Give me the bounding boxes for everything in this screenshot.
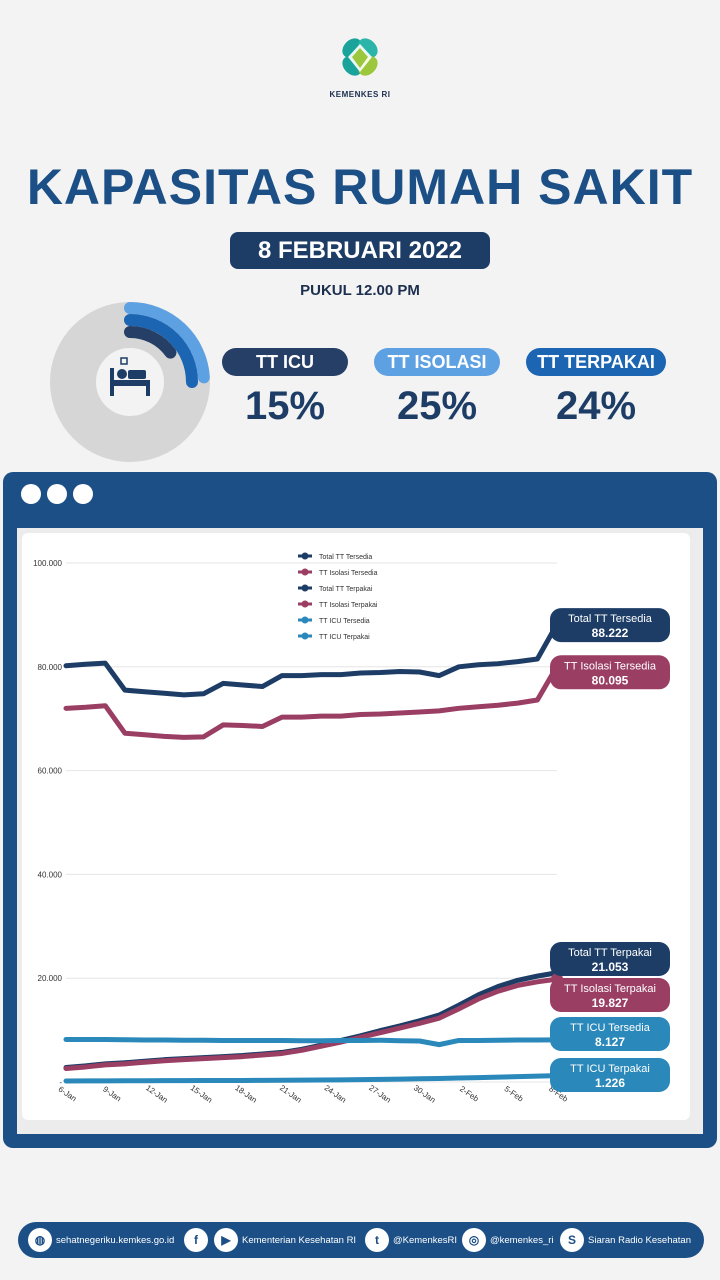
legend-label: Total TT Tersedia (319, 554, 372, 561)
footer-youtube-text: Kementerian Kesehatan RI (242, 1234, 357, 1246)
footer-instagram[interactable]: ◎ @kemenkes_ri (462, 1222, 554, 1258)
legend-marker (301, 552, 309, 560)
callout-box (550, 1058, 670, 1092)
donut-arc-icu (124, 326, 177, 359)
series-line (63, 976, 560, 1072)
series-line (63, 970, 560, 1070)
legend-marker (301, 616, 309, 624)
series-line (63, 663, 560, 740)
legend-label: TT ICU Tersedia (319, 618, 370, 625)
x-tick-label: 18-Jan (233, 1083, 258, 1104)
twitter-icon: t (365, 1228, 389, 1252)
x-tick-label: 27-Jan (367, 1083, 392, 1104)
donut-arc-isolasi (124, 314, 198, 388)
donut-arc-terpakai (124, 302, 210, 384)
footer-srk[interactable]: S Siaran Radio Kesehatan (560, 1222, 691, 1258)
chart-container: - 20.000 40.000 60.000 80.000 100.000 6-Jan 9-J… (22, 533, 690, 1120)
window-dot (47, 484, 67, 504)
callout-value: 88.222 (592, 626, 629, 640)
window-dot (21, 484, 41, 504)
footer-website-text: sehatnegeriku.kemkes.go.id (56, 1234, 175, 1246)
legend-label: TT Isolasi Tersedia (319, 570, 378, 577)
callout-box (550, 942, 670, 976)
callout-title: Total TT Tersedia (568, 613, 653, 625)
x-tick-label: 30-Jan (412, 1083, 437, 1104)
stat-isolasi: TT ISOLASI 25% (374, 348, 500, 429)
window-dot (73, 484, 93, 504)
callout-value: 19.827 (592, 996, 629, 1010)
series-line (63, 1073, 560, 1084)
x-tick-label: 24-Jan (323, 1083, 348, 1104)
legend-label: TT Isolasi Terpakai (319, 602, 378, 609)
x-tick-label: 12-Jan (144, 1083, 169, 1104)
callout-title: TT Isolasi Tersedia (564, 660, 657, 672)
callout-box (550, 655, 670, 690)
capacity-donut (50, 302, 210, 462)
legend-marker (301, 632, 309, 640)
srk-icon: S (560, 1228, 584, 1252)
kemenkes-logo-icon (342, 38, 378, 76)
callout-box (550, 978, 670, 1012)
stat-isolasi-value: 25% (396, 384, 478, 428)
time-label: PUKUL 12.00 PM (300, 282, 420, 299)
stat-isolasi-label: TT ISOLASI (374, 348, 500, 376)
callout-value: 8.127 (595, 1035, 625, 1049)
line-chart: - 20.000 40.000 60.000 80.000 100.000 6-Jan 9-J… (33, 552, 670, 1105)
legend-label: Total TT Terpakai (319, 586, 373, 593)
x-tick-label: 5-Feb (503, 1084, 526, 1104)
x-tick-label: 6-Jan (57, 1085, 79, 1104)
callout-box (550, 608, 670, 643)
y-tick-label: 20.000 (38, 974, 63, 983)
kemenkes-logo: KEMENKES RI (320, 28, 400, 99)
footer-instagram-text: @kemenkes_ri (490, 1234, 554, 1246)
y-tick-label: 40.000 (38, 870, 63, 879)
footer-facebook[interactable]: f (184, 1222, 212, 1258)
stat-terpakai: TT TERPAKAI 24% (526, 348, 666, 429)
instagram-icon: ◎ (462, 1228, 486, 1252)
legend-label: TT ICU Terpakai (319, 634, 370, 641)
date-badge: 8 FEBRUARI 2022 (230, 232, 490, 269)
stat-icu-label: TT ICU (222, 348, 348, 376)
callout-value: 21.053 (592, 960, 629, 974)
y-tick-label: 60.000 (38, 767, 63, 776)
x-tick-label: 2-Feb (458, 1084, 481, 1104)
hospital-bed-icon (110, 357, 150, 396)
y-tick-label: 100.000 (33, 559, 62, 568)
stat-terpakai-label: TT TERPAKAI (526, 348, 666, 376)
y-tick-label: 80.000 (38, 663, 63, 672)
series-line (63, 621, 560, 698)
x-tick-label: 21-Jan (278, 1083, 303, 1104)
x-tick-label: 15-Jan (189, 1083, 214, 1104)
youtube-icon: ▶ (214, 1228, 238, 1252)
x-tick-label: 9-Jan (101, 1085, 123, 1104)
facebook-icon: f (184, 1228, 208, 1252)
page-title: KAPASITAS RUMAH SAKIT (26, 159, 694, 215)
legend-marker (301, 600, 309, 608)
callout-title: TT Isolasi Terpakai (564, 983, 656, 995)
callout-title: TT ICU Terpakai (570, 1063, 650, 1075)
legend-marker (301, 584, 309, 592)
stat-icu-value: 15% (244, 384, 326, 428)
globe-icon: ◍ (28, 1228, 52, 1252)
footer-twitter[interactable]: t @KemenkesRI (365, 1222, 457, 1258)
stat-icu: TT ICU 15% (222, 348, 348, 429)
callout-value: 80.095 (592, 673, 629, 687)
callout-title: Total TT Terpakai (568, 947, 652, 959)
window-dots (21, 484, 99, 509)
footer-website[interactable]: ◍ sehatnegeriku.kemkes.go.id (28, 1222, 174, 1258)
footer-bar: ◍ sehatnegeriku.kemkes.go.id f ▶ Kemente… (18, 1222, 704, 1258)
series-line (63, 1036, 560, 1048)
footer-youtube[interactable]: ▶ Kementerian Kesehatan RI (214, 1222, 356, 1258)
callout-value: 1.226 (595, 1076, 625, 1090)
footer-srk-text: Siaran Radio Kesehatan (588, 1234, 691, 1246)
logo-text: KEMENKES RI (329, 90, 391, 99)
legend-marker (301, 568, 309, 576)
footer-twitter-text: @KemenkesRI (393, 1234, 458, 1246)
y-tick-label: - (59, 1078, 62, 1087)
callout-title: TT ICU Tersedia (570, 1022, 651, 1034)
callout-box (550, 1017, 670, 1051)
stat-terpakai-value: 24% (555, 384, 637, 428)
